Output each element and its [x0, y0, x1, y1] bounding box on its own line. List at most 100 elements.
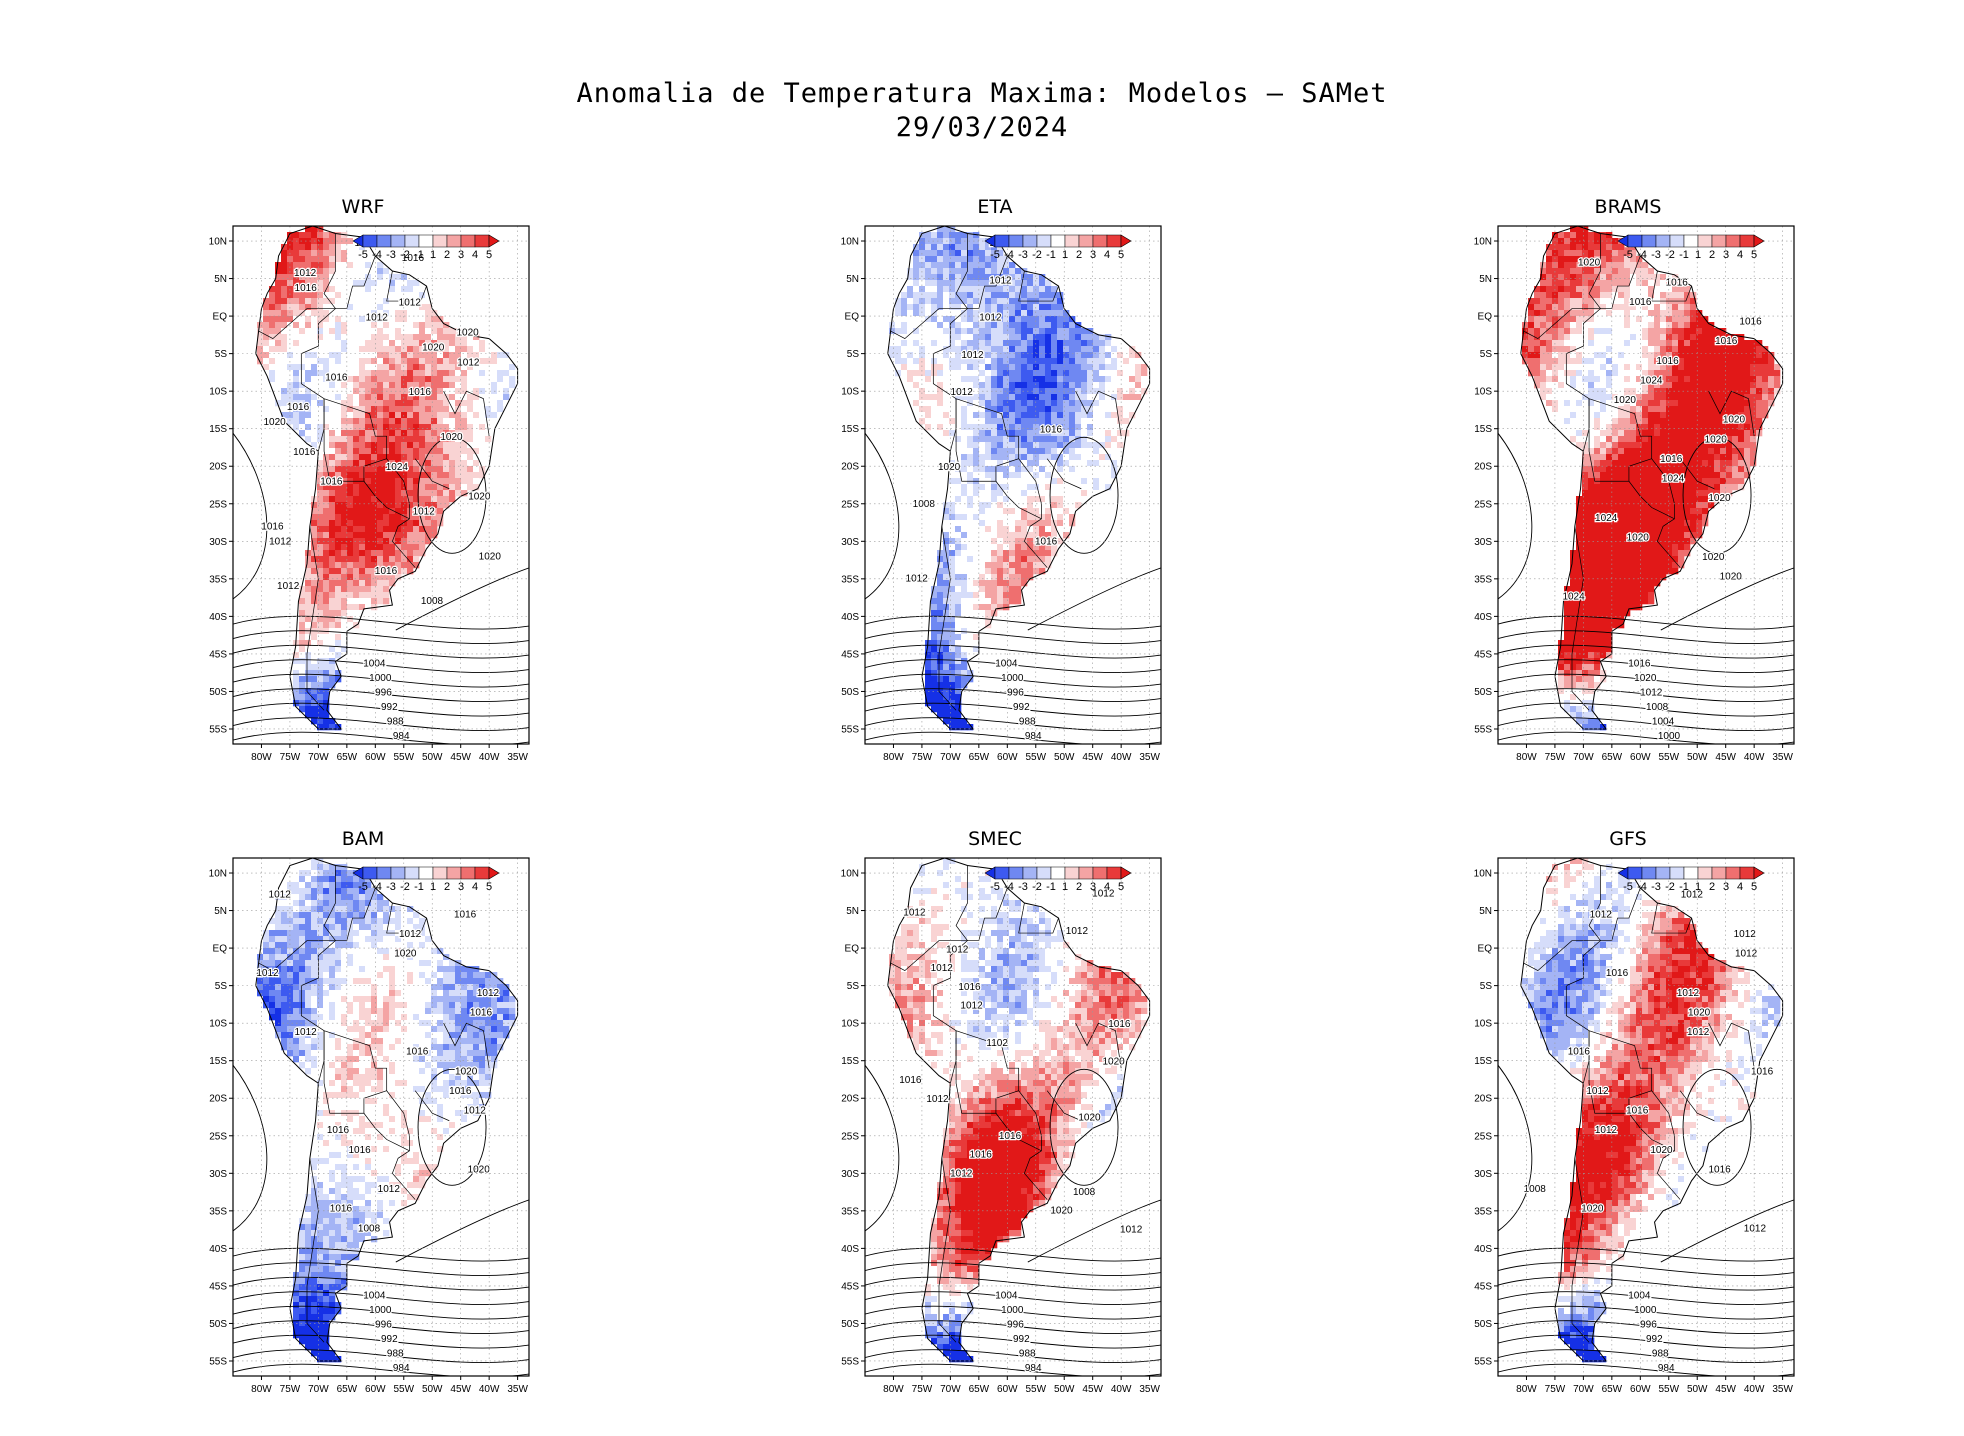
anomaly-cell	[1714, 412, 1721, 419]
anomaly-cell	[1081, 328, 1088, 335]
anomaly-cell	[425, 388, 432, 395]
anomaly-cell	[449, 346, 456, 353]
anomaly-cell	[401, 352, 408, 359]
anomaly-cell	[973, 604, 980, 611]
anomaly-cell	[1576, 418, 1583, 425]
anomaly-cell	[961, 580, 968, 587]
anomaly-cell	[991, 244, 998, 251]
anomaly-cell	[907, 400, 914, 407]
anomaly-cell	[1027, 550, 1034, 557]
anomaly-cell	[1069, 376, 1076, 383]
anomaly-cell	[973, 580, 980, 587]
anomaly-cell	[311, 244, 318, 251]
anomaly-cell	[979, 310, 986, 317]
anomaly-cell	[419, 304, 426, 311]
anomaly-cell	[287, 406, 294, 413]
anomaly-cell	[1564, 406, 1571, 413]
anomaly-cell	[1141, 370, 1148, 377]
anomaly-cell	[943, 646, 950, 653]
anomaly-cell	[341, 496, 348, 503]
anomaly-cell	[985, 496, 992, 503]
anomaly-cell	[1063, 394, 1070, 401]
anomaly-cell	[1666, 412, 1673, 419]
anomaly-cell	[1069, 322, 1076, 329]
anomaly-cell	[1678, 424, 1685, 431]
anomaly-cell	[1063, 484, 1070, 491]
anomaly-cell	[323, 634, 330, 641]
anomaly-cell	[1570, 292, 1577, 299]
anomaly-cell	[1654, 352, 1661, 359]
anomaly-cell	[1594, 298, 1601, 305]
anomaly-cell	[1744, 352, 1751, 359]
anomaly-cell	[395, 370, 402, 377]
anomaly-cell	[967, 580, 974, 587]
colorbar-label: -2	[400, 249, 410, 261]
anomaly-cell	[317, 526, 324, 533]
anomaly-cell	[1744, 340, 1751, 347]
anomaly-cell	[389, 352, 396, 359]
anomaly-cell	[1027, 382, 1034, 389]
anomaly-cell	[1069, 334, 1076, 341]
anomaly-cell	[335, 334, 342, 341]
anomaly-cell	[317, 640, 324, 647]
anomaly-cell	[353, 532, 360, 539]
anomaly-cell	[293, 658, 300, 665]
anomaly-cell	[359, 490, 366, 497]
anomaly-cell	[1594, 340, 1601, 347]
anomaly-cell	[1660, 322, 1667, 329]
anomaly-cell	[1534, 286, 1541, 293]
anomaly-cell	[371, 550, 378, 557]
anomaly-cell	[1123, 418, 1130, 425]
anomaly-cell	[1009, 316, 1016, 323]
anomaly-cell	[1702, 364, 1709, 371]
anomaly-cell	[1057, 526, 1064, 533]
anomaly-cell	[1015, 436, 1022, 443]
anomaly-cell	[1576, 340, 1583, 347]
anomaly-cell	[1642, 334, 1649, 341]
anomaly-cell	[1522, 352, 1529, 359]
anomaly-cell	[955, 574, 962, 581]
anomaly-cell	[1033, 520, 1040, 527]
anomaly-cell	[347, 334, 354, 341]
anomaly-cell	[329, 616, 336, 623]
anomaly-cell	[1636, 286, 1643, 293]
anomaly-cell	[341, 274, 348, 281]
anomaly-cell	[967, 346, 974, 353]
anomaly-cell	[997, 532, 1004, 539]
anomaly-cell	[323, 388, 330, 395]
anomaly-cell	[413, 514, 420, 521]
anomaly-cell	[425, 310, 432, 317]
anomaly-cell	[985, 412, 992, 419]
anomaly-cell	[1600, 286, 1607, 293]
anomaly-cell	[1057, 304, 1064, 311]
anomaly-cell	[1039, 466, 1046, 473]
anomaly-cell	[311, 502, 318, 509]
anomaly-cell	[1618, 424, 1625, 431]
anomaly-cell	[1666, 370, 1673, 377]
anomaly-cell	[329, 340, 336, 347]
anomaly-cell	[1075, 400, 1082, 407]
country-border	[995, 481, 1042, 520]
anomaly-cell	[1009, 556, 1016, 563]
anomaly-cell	[329, 232, 336, 239]
anomaly-cell	[1648, 286, 1655, 293]
anomaly-cell	[1702, 340, 1709, 347]
anomaly-cell	[1708, 412, 1715, 419]
anomaly-cell	[299, 328, 306, 335]
anomaly-cell	[479, 370, 486, 377]
anomaly-cell	[437, 466, 444, 473]
anomaly-cell	[949, 700, 956, 707]
anomaly-cell	[437, 430, 444, 437]
anomaly-cell	[1738, 370, 1745, 377]
anomaly-cell	[1075, 442, 1082, 449]
anomaly-cell	[1666, 304, 1673, 311]
anomaly-cell	[1762, 394, 1769, 401]
anomaly-cell	[407, 532, 414, 539]
anomaly-cell	[335, 322, 342, 329]
anomaly-cell	[979, 616, 986, 623]
anomaly-cell	[931, 244, 938, 251]
anomaly-cell	[407, 340, 414, 347]
anomaly-cell	[1762, 406, 1769, 413]
anomaly-cell	[1009, 382, 1016, 389]
anomaly-cell	[1642, 376, 1649, 383]
